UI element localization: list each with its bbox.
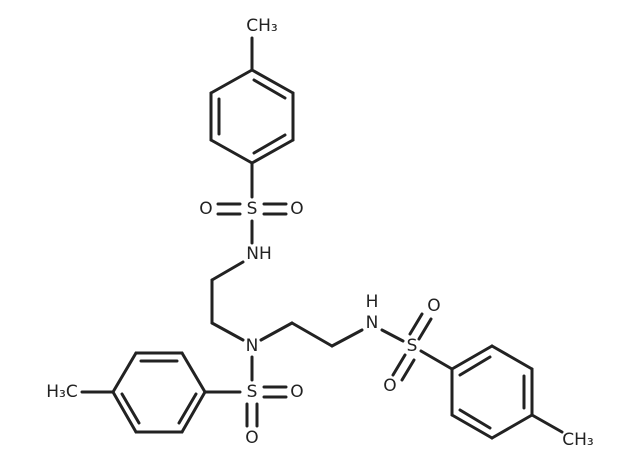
atom-labels: CH₃ O S O NH N H N S O O CH₃ S O O H₃C <box>46 16 593 450</box>
atom-label: H₃C <box>46 382 77 402</box>
atom-label: O <box>290 382 303 402</box>
atom-label: O <box>427 296 440 316</box>
atom-label: H <box>366 292 379 312</box>
bonds <box>80 36 564 440</box>
atom-label: CH₃ <box>246 16 277 36</box>
atom-label: O <box>290 199 303 219</box>
atom-label: N <box>246 336 259 356</box>
atom-label: O <box>199 199 212 219</box>
atom-label: O <box>245 428 258 448</box>
atom-label: S <box>247 199 258 219</box>
atom-label: S <box>247 382 258 402</box>
atom-label: CH₃ <box>562 430 593 450</box>
atom-label: S <box>407 336 418 356</box>
atom-label: N <box>366 313 379 333</box>
atom-label: NH <box>246 244 272 264</box>
atom-label: O <box>383 376 396 396</box>
